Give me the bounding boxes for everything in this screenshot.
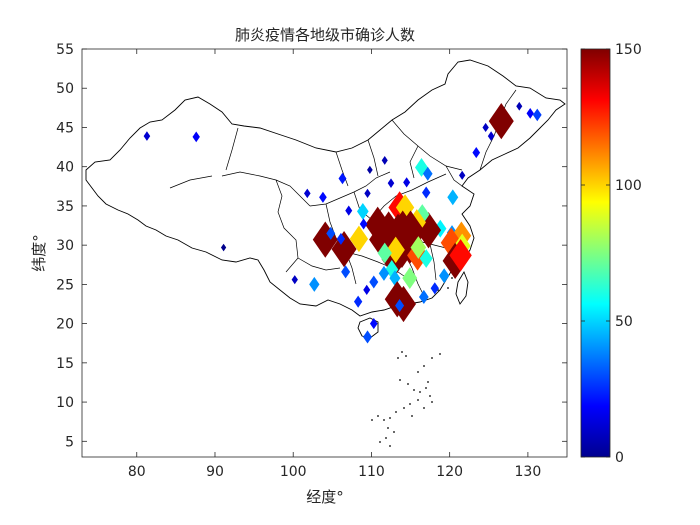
data-point: [487, 131, 495, 141]
data-point: [377, 242, 392, 264]
data-point: [364, 188, 371, 198]
x-tick-label: 130: [515, 464, 542, 480]
x-axis-label: 经度°: [306, 488, 344, 506]
data-point: [359, 218, 368, 230]
y-tick-label: 35: [56, 199, 74, 215]
data-point: [422, 186, 431, 199]
data-point: [143, 131, 151, 141]
y-tick-label: 10: [56, 395, 74, 411]
data-point: [439, 268, 450, 284]
data-point: [326, 226, 336, 240]
china-outline: [85, 59, 566, 317]
data-point: [386, 236, 405, 264]
data-point: [447, 189, 459, 206]
data-point: [303, 188, 311, 199]
data-point: [415, 204, 430, 225]
data-point: [387, 178, 395, 188]
data-point: [419, 249, 433, 268]
colorbar-tick-label: 150: [615, 42, 642, 58]
data-point: [403, 177, 411, 188]
data-point: [391, 285, 417, 323]
data-point: [319, 191, 327, 203]
data-point: [363, 284, 371, 295]
chart-title: 肺炎疫情各地级市确诊人数: [235, 26, 415, 44]
data-point: [192, 131, 200, 143]
data-point: [459, 170, 466, 180]
data-point: [367, 165, 373, 174]
taiwan-island: [455, 270, 469, 305]
data-point: [410, 236, 427, 259]
axes-frame: [81, 48, 568, 458]
y-tick-label: 5: [65, 434, 74, 450]
data-point: [419, 289, 429, 304]
data-point: [369, 318, 378, 330]
x-tick-label: 120: [436, 464, 463, 480]
y-axis-ticks: 5 10 15 20 25 30 35 40 45 50 55: [56, 42, 567, 450]
x-tick-label: 90: [206, 464, 224, 480]
data-point: [363, 330, 373, 344]
data-point: [526, 107, 534, 119]
data-point: [220, 243, 227, 252]
y-tick-label: 20: [56, 317, 74, 333]
y-tick-label: 25: [56, 277, 74, 293]
colorbar-ticks: 0 50 100 150: [581, 42, 642, 466]
data-point: [336, 232, 346, 245]
y-tick-label: 55: [56, 42, 74, 58]
south-sea-islands: [371, 277, 453, 447]
data-point: [472, 147, 481, 159]
data-point: [482, 122, 489, 133]
data-point: [402, 267, 418, 289]
colorbar-tick-label: 0: [615, 450, 624, 466]
data-point: [389, 270, 401, 287]
x-axis-ticks: 80 90 100 110 120 130: [128, 49, 541, 480]
data-point: [378, 265, 390, 281]
data-point: [341, 265, 351, 279]
y-tick-label: 50: [56, 81, 74, 97]
data-point: [395, 299, 405, 313]
data-point: [369, 275, 379, 289]
data-point: [532, 108, 542, 122]
hainan-island: [357, 317, 379, 339]
y-tick-label: 40: [56, 160, 74, 176]
x-tick-label: 80: [128, 464, 146, 480]
data-point: [309, 276, 320, 292]
data-point: [381, 156, 388, 165]
y-tick-label: 45: [56, 120, 74, 136]
data-point: [422, 166, 433, 181]
china-basemap: [85, 59, 566, 339]
data-point: [349, 225, 369, 253]
colorbar: [580, 48, 611, 458]
data-point: [449, 239, 472, 272]
data-point: [430, 282, 439, 295]
data-point: [516, 101, 523, 111]
data-point: [365, 206, 391, 243]
data-point: [356, 202, 369, 220]
data-point: [353, 295, 363, 308]
data-points: [143, 101, 542, 344]
y-tick-label: 15: [56, 356, 74, 372]
data-point: [338, 172, 347, 185]
x-tick-label: 100: [280, 464, 307, 480]
x-tick-label: 110: [358, 464, 385, 480]
data-point: [291, 275, 298, 285]
data-point: [488, 103, 514, 140]
colorbar-tick-label: 50: [615, 314, 633, 330]
data-point: [345, 205, 353, 216]
y-axis-label: 纬度°: [30, 234, 48, 272]
colorbar-tick-label: 100: [615, 178, 642, 194]
data-point: [434, 219, 447, 238]
y-tick-label: 30: [56, 238, 74, 254]
